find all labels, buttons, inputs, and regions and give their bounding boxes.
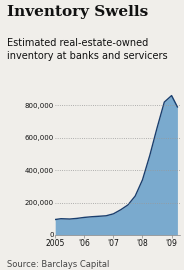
Text: Source: Barclays Capital: Source: Barclays Capital bbox=[7, 260, 110, 269]
Text: Inventory Swells: Inventory Swells bbox=[7, 5, 149, 19]
Text: Estimated real-estate-owned
inventory at banks and servicers: Estimated real-estate-owned inventory at… bbox=[7, 38, 168, 60]
